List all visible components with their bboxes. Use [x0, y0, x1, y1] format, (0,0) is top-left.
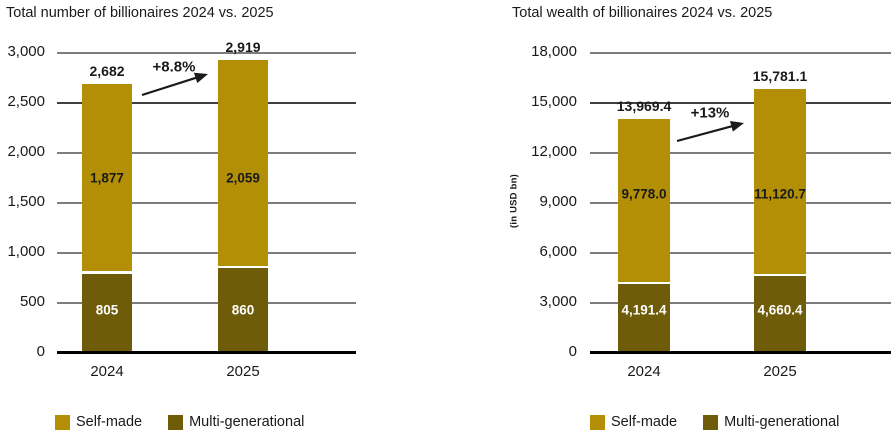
multi-generational-value-label: 4,660.4	[757, 302, 803, 318]
gridline	[57, 102, 356, 105]
multi-generational-swatch-icon	[703, 414, 719, 430]
legend-number-chart: Self-made Multi-generational	[55, 414, 304, 430]
legend-wealth-chart: Self-made Multi-generational	[590, 414, 839, 430]
self-made-value-label: 2,059	[226, 170, 260, 186]
total-value-label: 2,919	[225, 39, 261, 56]
y-axis-title: (in USD bn)	[508, 174, 520, 228]
gridline	[590, 252, 891, 254]
bar-2024-self-made-segment	[618, 119, 670, 283]
y-axis-tick-label: 2,000	[7, 143, 45, 160]
y-axis-tick-label: 3,000	[539, 293, 577, 310]
growth-arrowhead-icon	[193, 72, 208, 84]
legend-label: Self-made	[611, 414, 678, 430]
gridline	[57, 152, 356, 154]
self-made-value-label: 11,120.7	[754, 186, 806, 202]
gridline	[590, 102, 891, 105]
bar-2025-multi-generational-segment	[754, 274, 806, 352]
bar-2024-multi-generational-segment	[82, 271, 132, 352]
y-axis-tick-label: 0	[568, 343, 577, 360]
x-axis-baseline	[590, 351, 891, 354]
multi-generational-value-label: 860	[231, 302, 255, 318]
chart-title-number-of-billionaires: Total number of billionaires 2024 vs. 20…	[6, 5, 274, 21]
legend-item-multi-generational: Multi-generational	[703, 414, 839, 430]
total-value-label: 15,781.1	[752, 67, 808, 84]
y-axis-tick-label: 18,000	[531, 43, 577, 60]
total-value-label: 13,969.4	[616, 98, 672, 115]
gridline	[590, 302, 891, 304]
legend-item-self-made: Self-made	[55, 414, 142, 430]
gridline	[57, 202, 356, 204]
y-axis-tick-label: 500	[19, 293, 45, 310]
growth-percentage-label: +13%	[690, 104, 730, 122]
y-axis-tick-label: 1,500	[7, 193, 45, 210]
y-axis-tick-label: 2,500	[7, 93, 45, 110]
y-axis-tick-label: 6,000	[539, 243, 577, 260]
bar-2024-self-made-segment	[82, 83, 132, 272]
bar-2025-self-made-segment	[218, 60, 268, 266]
gridline	[57, 52, 356, 54]
gridline	[57, 302, 356, 304]
gridline	[57, 252, 356, 254]
legend-item-self-made: Self-made	[590, 414, 677, 430]
legend-label: Self-made	[76, 414, 143, 430]
multi-generational-swatch-icon	[168, 414, 184, 430]
y-axis-tick-label: 15,000	[531, 93, 577, 110]
self-made-value-label: 9,778.0	[621, 186, 667, 202]
bar-2025-multi-generational-segment	[218, 266, 268, 352]
growth-arrowhead-icon	[730, 121, 744, 132]
gridline	[590, 52, 891, 54]
growth-arrow	[676, 124, 734, 143]
x-axis-baseline	[57, 351, 356, 354]
total-value-label: 2,682	[89, 62, 125, 79]
x-axis-label: 2025	[226, 363, 260, 380]
multi-generational-value-label: 805	[95, 302, 119, 318]
multi-generational-value-label: 4,191.4	[621, 302, 667, 318]
bar-2024-multi-generational-segment	[618, 282, 670, 352]
legend-label: Multi-generational	[189, 414, 305, 430]
x-axis-label: 2024	[90, 363, 124, 380]
y-axis-tick-label: 9,000	[539, 193, 577, 210]
y-axis-tick-label: 3,000	[7, 43, 45, 60]
gridline	[590, 152, 891, 154]
x-axis-label: 2025	[763, 363, 797, 380]
y-axis-tick-label: 12,000	[531, 143, 577, 160]
y-axis-tick-label: 1,000	[7, 243, 45, 260]
x-axis-label: 2024	[627, 363, 661, 380]
legend-item-multi-generational: Multi-generational	[168, 414, 304, 430]
self-made-swatch-icon	[55, 414, 70, 430]
growth-percentage-label: +8.8%	[152, 58, 196, 76]
self-made-swatch-icon	[590, 414, 605, 430]
legend-label: Multi-generational	[724, 414, 840, 430]
chart-title-wealth-of-billionaires: Total wealth of billionaires 2024 vs. 20…	[512, 5, 773, 21]
gridline	[590, 202, 891, 204]
y-axis-tick-label: 0	[36, 343, 45, 360]
growth-arrow	[141, 76, 198, 97]
self-made-value-label: 1,877	[90, 170, 124, 186]
bar-2025-self-made-segment	[754, 88, 806, 275]
